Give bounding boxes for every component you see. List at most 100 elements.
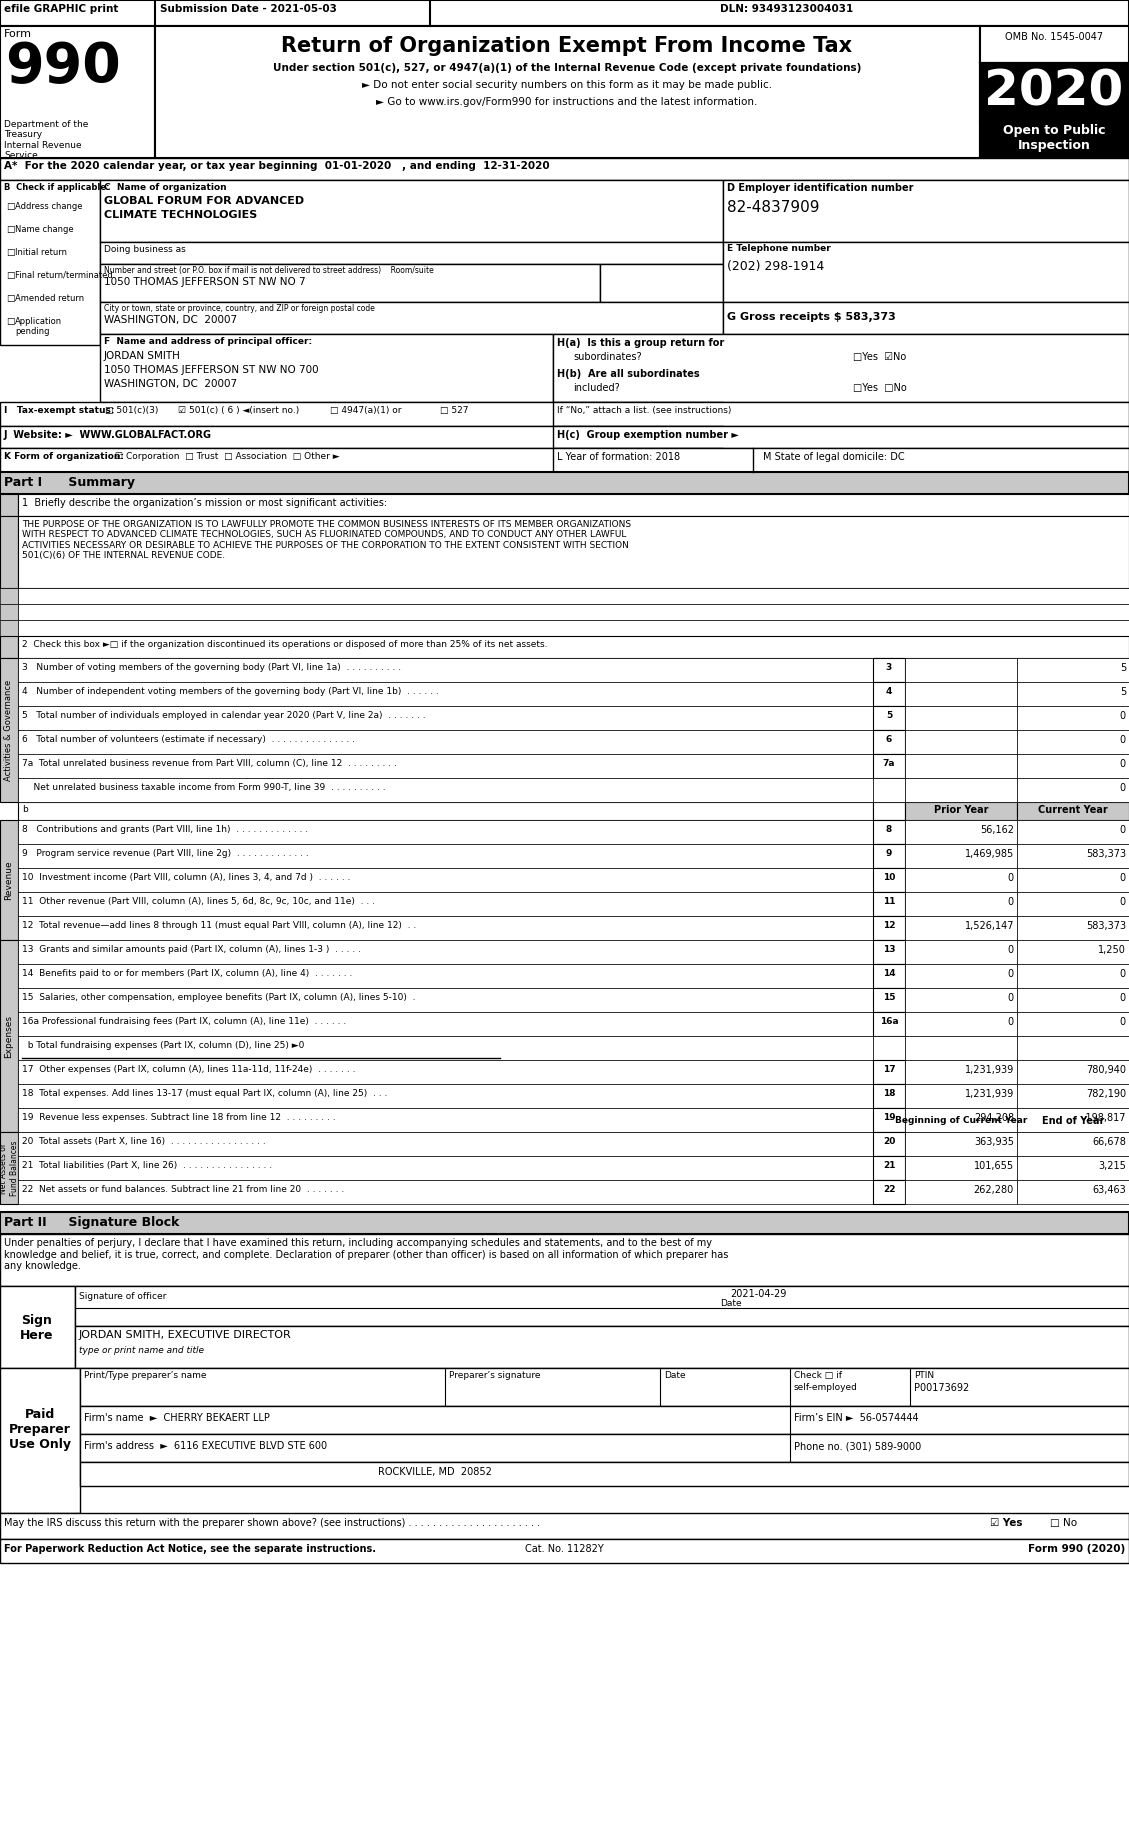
Text: DLN: 93493123004031: DLN: 93493123004031 (720, 4, 854, 15)
Text: 11  Other revenue (Part VIII, column (A), lines 5, 6d, 8c, 9c, 10c, and 11e)  . : 11 Other revenue (Part VIII, column (A),… (21, 896, 375, 905)
Text: 0: 0 (1120, 736, 1126, 745)
Bar (18, 588, 1129, 605)
Bar (18, 1112, 873, 1132)
Bar (873, 1112, 905, 1132)
Text: 16a: 16a (879, 1018, 899, 1025)
Text: 0: 0 (1008, 968, 1014, 979)
Text: 0: 0 (1008, 994, 1014, 1003)
Bar (1017, 1112, 1129, 1132)
Text: May the IRS discuss this return with the preparer shown above? (see instructions: May the IRS discuss this return with the… (5, 1518, 540, 1529)
Text: Name change: Name change (15, 225, 73, 234)
Text: 0: 0 (1120, 824, 1126, 835)
Bar (873, 821, 905, 845)
Bar (873, 1084, 905, 1108)
Bar (1017, 778, 1129, 802)
Text: Paid
Preparer
Use Only: Paid Preparer Use Only (9, 1409, 71, 1451)
Bar (980, 63, 1129, 122)
Bar (1017, 988, 1129, 1012)
Bar (905, 845, 1017, 869)
Text: -198,817: -198,817 (1083, 1114, 1126, 1123)
Text: 0: 0 (1008, 896, 1014, 907)
Text: If “No,” attach a list. (see instructions): If “No,” attach a list. (see instruction… (557, 406, 732, 415)
Text: 19: 19 (883, 1114, 895, 1121)
Bar (80, 1368, 1129, 1405)
Text: Date: Date (664, 1370, 685, 1379)
Text: Activities & Governance: Activities & Governance (5, 679, 14, 780)
Text: H(a)  Is this a group return for: H(a) Is this a group return for (557, 337, 724, 349)
Bar (80, 1435, 1129, 1462)
Bar (873, 682, 905, 706)
Bar (1017, 1060, 1129, 1084)
Text: 1  Briefly describe the organization’s mission or most significant activities:: 1 Briefly describe the organization’s mi… (21, 498, 387, 507)
Text: □ No: □ No (1050, 1518, 1077, 1529)
Bar (100, 264, 599, 302)
Text: 0: 0 (1008, 1018, 1014, 1027)
Bar (80, 1405, 1129, 1435)
Text: 4: 4 (886, 688, 892, 695)
Text: 0: 0 (1008, 872, 1014, 883)
Bar (0, 658, 18, 802)
Text: Submission Date - 2021-05-03: Submission Date - 2021-05-03 (160, 4, 336, 15)
Text: 8   Contributions and grants (Part VIII, line 1h)  . . . . . . . . . . . . .: 8 Contributions and grants (Part VIII, l… (21, 824, 308, 833)
Text: Under penalties of perjury, I declare that I have examined this return, includin: Under penalties of perjury, I declare th… (5, 1237, 728, 1271)
Bar (905, 869, 1017, 892)
Bar (0, 1212, 1129, 1234)
Bar (980, 122, 1129, 159)
Text: 3: 3 (886, 664, 892, 671)
Text: b Total fundraising expenses (Part IX, column (D), line 25) ►0: b Total fundraising expenses (Part IX, c… (21, 1042, 305, 1049)
Bar (1017, 940, 1129, 964)
Bar (18, 869, 873, 892)
Text: P00173692: P00173692 (914, 1383, 970, 1392)
Bar (873, 706, 905, 730)
Text: 780,940: 780,940 (1086, 1066, 1126, 1075)
Bar (723, 181, 1129, 242)
Bar (18, 1084, 873, 1108)
Bar (873, 1036, 905, 1060)
Bar (873, 778, 905, 802)
Text: CLIMATE TECHNOLOGIES: CLIMATE TECHNOLOGIES (104, 210, 257, 219)
Bar (905, 988, 1017, 1012)
Text: H(b)  Are all subordinates: H(b) Are all subordinates (557, 369, 700, 380)
Text: Application
pending: Application pending (15, 317, 62, 336)
Text: 2  Check this box ►□ if the organization discontinued its operations or disposed: 2 Check this box ►□ if the organization … (21, 640, 548, 649)
Bar (0, 940, 18, 1132)
Bar (905, 778, 1017, 802)
Text: Address change: Address change (15, 203, 82, 210)
Bar (18, 1108, 873, 1132)
Text: Check □ if: Check □ if (794, 1370, 842, 1379)
Text: ☑ Corporation  □ Trust  □ Association  □ Other ►: ☑ Corporation □ Trust □ Association □ Ot… (115, 452, 340, 461)
Text: □Yes  ☑No: □Yes ☑No (854, 352, 907, 361)
Bar (18, 682, 873, 706)
Text: 20: 20 (883, 1138, 895, 1145)
Text: Net unrelated business taxable income from Form 990-T, line 39  . . . . . . . . : Net unrelated business taxable income fr… (21, 784, 386, 793)
Text: 14  Benefits paid to or for members (Part IX, column (A), line 4)  . . . . . . .: 14 Benefits paid to or for members (Part… (21, 968, 352, 977)
Text: Amended return: Amended return (15, 293, 85, 302)
Bar (18, 778, 873, 802)
Text: 101,655: 101,655 (974, 1162, 1014, 1171)
Bar (1017, 1180, 1129, 1204)
Bar (100, 302, 723, 334)
Text: 11: 11 (883, 896, 895, 905)
Bar (873, 1132, 905, 1156)
Text: 2021-04-29: 2021-04-29 (730, 1289, 787, 1298)
Bar (873, 730, 905, 754)
Bar (1017, 1036, 1129, 1060)
Text: Form: Form (5, 30, 32, 39)
Bar (0, 821, 18, 940)
Bar (18, 658, 873, 682)
Bar (0, 1540, 1129, 1564)
Text: B  Check if applicable:: B Check if applicable: (5, 183, 110, 192)
Bar (873, 1156, 905, 1180)
Text: ROCKVILLE, MD  20852: ROCKVILLE, MD 20852 (378, 1468, 492, 1477)
Text: M State of legal domicile: DC: M State of legal domicile: DC (763, 452, 904, 463)
Bar (0, 1132, 18, 1204)
Text: Final return/terminated: Final return/terminated (15, 271, 113, 280)
Text: ☑ Yes: ☑ Yes (990, 1518, 1023, 1529)
Bar (1017, 682, 1129, 706)
Text: 363,935: 363,935 (974, 1138, 1014, 1147)
Bar (75, 1326, 1129, 1368)
Text: Firm's address  ►  6116 EXECUTIVE BLVD STE 600: Firm's address ► 6116 EXECUTIVE BLVD STE… (84, 1440, 327, 1451)
Bar (1017, 1108, 1129, 1132)
Text: Sign
Here: Sign Here (20, 1315, 54, 1342)
Text: 7a: 7a (883, 760, 895, 767)
